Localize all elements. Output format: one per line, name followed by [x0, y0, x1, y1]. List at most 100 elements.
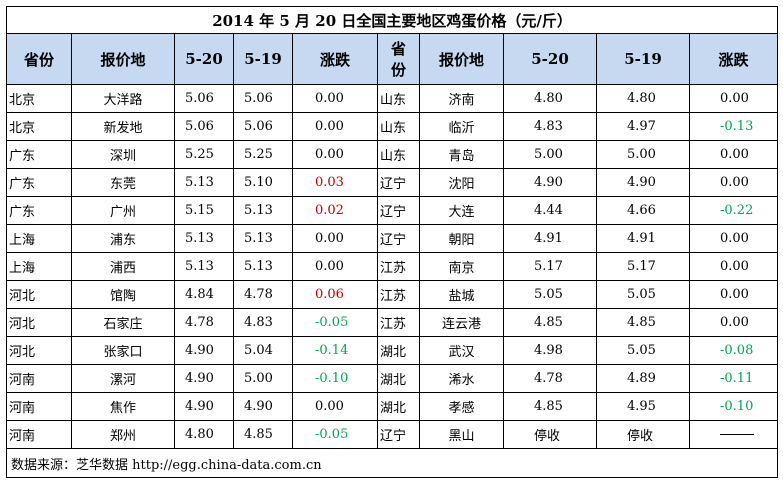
- data-source-footer: 数据来源：芝华数据 http://egg.china-data.com.cn: [5, 448, 779, 478]
- price-519-cell: 4.78: [233, 280, 293, 309]
- province-cell: 北京: [6, 84, 72, 113]
- change-cell-2: 0.00: [688, 252, 779, 281]
- price-520-cell: 4.90: [174, 336, 234, 365]
- price-519-cell-2: 4.66: [596, 196, 690, 225]
- location-cell-2: 临沂: [419, 112, 504, 141]
- table-row: 广东 广州 5.15 5.13 0.02 辽宁 大连 4.44 4.66 -0.22: [6, 196, 779, 225]
- header-province-2-bottom: 份: [390, 61, 406, 79]
- change-cell-2: -0.08: [688, 336, 779, 365]
- table-row: 广东 深圳 5.25 5.25 0.00 山东 青岛 5.00 5.00 0.00: [6, 140, 779, 169]
- table-row: 北京 大洋路 5.06 5.06 0.00 山东 济南 4.80 4.80 0.00: [6, 84, 779, 113]
- location-cell-2: 沈阳: [419, 168, 504, 197]
- change-cell: -0.05: [292, 308, 378, 337]
- price-520-cell: 4.90: [174, 364, 234, 393]
- price-519-cell: 5.13: [233, 224, 293, 253]
- location-cell: 东莞: [71, 168, 175, 197]
- change-cell: 0.00: [292, 140, 378, 169]
- price-520-cell: 5.13: [174, 252, 234, 281]
- change-cell-2: 0.00: [688, 140, 779, 169]
- location-cell: 浦东: [71, 224, 175, 253]
- province-cell: 广东: [6, 140, 72, 169]
- province-cell-2: 辽宁: [377, 168, 420, 197]
- change-cell-2: 0.00: [688, 168, 779, 197]
- change-cell-2: -0.10: [688, 392, 779, 421]
- price-520-cell: 5.15: [174, 196, 234, 225]
- province-cell: 河北: [6, 280, 72, 309]
- change-cell-2: -0.13: [688, 112, 779, 141]
- location-cell-2: 朝阳: [419, 224, 504, 253]
- province-cell-2: 山东: [377, 112, 420, 141]
- price-519-cell: 4.90: [233, 392, 293, 421]
- price-520-cell: 4.84: [174, 280, 234, 309]
- province-cell: 河南: [6, 364, 72, 393]
- price-520-cell-2: 5.17: [503, 252, 597, 281]
- change-cell: 0.00: [292, 392, 378, 421]
- province-cell-2: 辽宁: [377, 224, 420, 253]
- price-519-cell-2: 4.97: [596, 112, 690, 141]
- province-cell: 广东: [6, 168, 72, 197]
- location-cell-2: 盐城: [419, 280, 504, 309]
- province-cell-2: 山东: [377, 140, 420, 169]
- table-row: 河北 石家庄 4.78 4.83 -0.05 江苏 连云港 4.85 4.85 0.00: [6, 308, 779, 337]
- header-change-2: 涨跌: [688, 33, 779, 85]
- location-cell-2: 浠水: [419, 364, 504, 393]
- price-519-cell: 5.13: [233, 196, 293, 225]
- price-520-cell: 4.78: [174, 308, 234, 337]
- price-519-cell-2: 4.80: [596, 84, 690, 113]
- province-cell: 上海: [6, 224, 72, 253]
- location-cell: 深圳: [71, 140, 175, 169]
- header-date-520: 5-20: [174, 33, 234, 85]
- location-cell: 浦西: [71, 252, 175, 281]
- location-cell: 张家口: [71, 336, 175, 365]
- header-location: 报价地: [71, 33, 175, 85]
- change-cell: 0.06: [292, 280, 378, 309]
- price-519-cell: 5.06: [233, 84, 293, 113]
- location-cell-2: 济南: [419, 84, 504, 113]
- price-520-cell-2: 4.83: [503, 112, 597, 141]
- province-cell-2: 湖北: [377, 364, 420, 393]
- price-519-cell: 4.83: [233, 308, 293, 337]
- location-cell-2: 青岛: [419, 140, 504, 169]
- location-cell: 漯河: [71, 364, 175, 393]
- change-cell: 0.03: [292, 168, 378, 197]
- location-cell: 焦作: [71, 392, 175, 421]
- header-date-519-2: 5-19: [596, 33, 690, 85]
- table-row: 河南 焦作 4.90 4.90 0.00 湖北 孝感 4.85 4.95 -0.10: [6, 392, 779, 421]
- change-cell-2: -0.11: [688, 364, 779, 393]
- price-519-cell-2: 5.05: [596, 336, 690, 365]
- price-519-cell-2: 5.00: [596, 140, 690, 169]
- province-cell-2: 辽宁: [377, 196, 420, 225]
- location-cell: 新发地: [71, 112, 175, 141]
- price-520-cell-2: 4.98: [503, 336, 597, 365]
- table-title: 2014 年 5 月 20 日全国主要地区鸡蛋价格（元/斤）: [5, 6, 779, 34]
- location-cell: 石家庄: [71, 308, 175, 337]
- header-change: 涨跌: [292, 33, 378, 85]
- price-519-cell-2: 4.90: [596, 168, 690, 197]
- province-cell: 河北: [6, 308, 72, 337]
- change-cell-2: 0.00: [688, 280, 779, 309]
- province-cell: 上海: [6, 252, 72, 281]
- table-row: 上海 浦西 5.13 5.13 0.00 江苏 南京 5.17 5.17 0.00: [6, 252, 779, 281]
- location-cell: 郑州: [71, 420, 175, 449]
- location-cell-2: 孝感: [419, 392, 504, 421]
- price-520-cell: 5.25: [174, 140, 234, 169]
- province-cell: 河南: [6, 420, 72, 449]
- price-520-cell-2: 4.85: [503, 308, 597, 337]
- change-cell-2: [688, 420, 779, 449]
- price-519-cell-2: 5.17: [596, 252, 690, 281]
- price-520-cell: 4.80: [174, 420, 234, 449]
- price-519-cell: 5.13: [233, 252, 293, 281]
- province-cell: 河南: [6, 392, 72, 421]
- price-519-cell-2: 4.95: [596, 392, 690, 421]
- change-cell: -0.14: [292, 336, 378, 365]
- province-cell-2: 辽宁: [377, 420, 420, 449]
- price-520-cell-2: 4.90: [503, 168, 597, 197]
- change-cell-2: 0.00: [688, 308, 779, 337]
- header-province-2-top: 省: [390, 40, 406, 58]
- change-cell: 0.00: [292, 112, 378, 141]
- table-body: 北京 大洋路 5.06 5.06 0.00 山东 济南 4.80 4.80 0.00 北京 新发地 5.…: [6, 84, 779, 449]
- location-cell: 馆陶: [71, 280, 175, 309]
- header-province: 省份: [6, 33, 72, 85]
- price-520-cell-2: 4.91: [503, 224, 597, 253]
- price-519-cell: 5.10: [233, 168, 293, 197]
